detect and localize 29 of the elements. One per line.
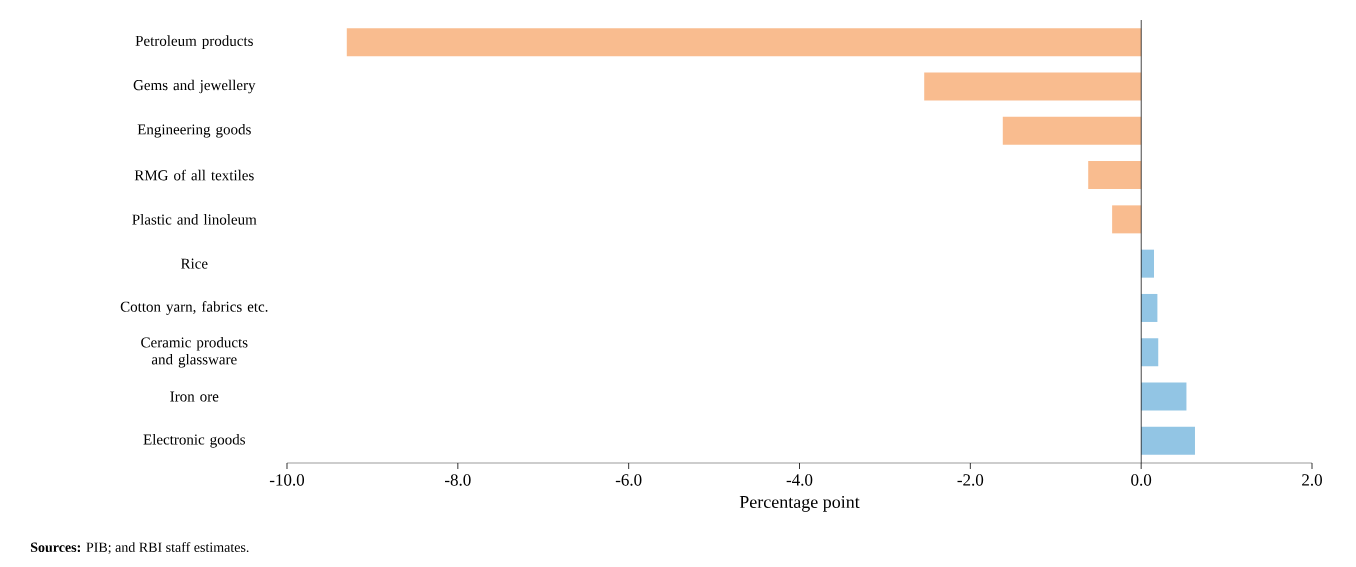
x-tick-label: 0.0 (1131, 474, 1152, 486)
y-tick-label: Ceramic products and glassware (141, 336, 248, 368)
y-tick-label: Cotton yarn, fabrics etc. (120, 301, 268, 315)
text: Sources: PIB; and RBI staff estimates. (30, 541, 249, 554)
x-tick-label: -10.0 (269, 474, 305, 486)
y-tick-label: Plastic and linoleum (132, 214, 257, 225)
bar (1141, 382, 1187, 411)
x-axis-title: Percentage point (739, 495, 860, 512)
x-tick-label: 2.0 (1302, 474, 1322, 486)
x-tick-label: -2.0 (957, 474, 984, 486)
bar (1088, 161, 1142, 190)
bar (1141, 293, 1158, 322)
x-tick-label: -4.0 (786, 474, 813, 486)
bar (1002, 116, 1142, 145)
y-tick-label: RMG of all textiles (134, 169, 254, 181)
x-tick-label: -8.0 (445, 474, 471, 486)
y-tick-label: Iron ore (170, 391, 219, 402)
bar (1141, 249, 1154, 278)
bar (346, 28, 1142, 57)
y-tick-label: Rice (180, 258, 208, 269)
bar (1112, 205, 1142, 234)
bar (1141, 426, 1195, 455)
bar (924, 72, 1142, 101)
y-tick-label: Electronic goods (143, 434, 245, 448)
y-tick-label: Gems and jewellery (133, 79, 256, 94)
y-tick-label: Engineering goods (137, 123, 251, 138)
x-tick-label: -6.0 (615, 474, 642, 486)
y-tick-label: Petroleum products (135, 35, 253, 49)
bar (1141, 338, 1159, 367)
